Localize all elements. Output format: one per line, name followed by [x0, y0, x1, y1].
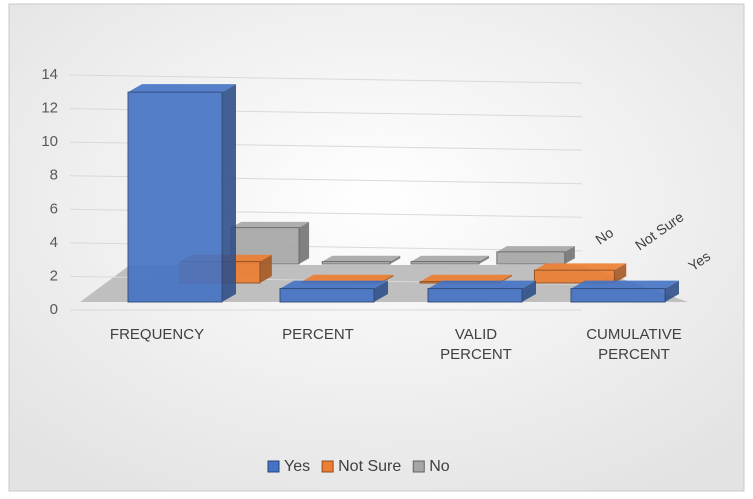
bar-side: [390, 255, 401, 264]
legend-swatch: [321, 460, 334, 473]
legend-label: No: [429, 458, 450, 475]
bar-side: [665, 280, 679, 302]
bar-side: [259, 254, 272, 283]
bar: [127, 91, 223, 303]
y-tick-label: 4: [50, 234, 58, 251]
bar-top: [428, 280, 536, 289]
bar: [533, 269, 615, 284]
bar-top: [571, 280, 679, 289]
bar-top: [280, 280, 388, 289]
y-tick-label: 10: [41, 133, 58, 150]
bar-top: [301, 274, 394, 282]
y-tick-label: 12: [41, 100, 58, 117]
bar-side: [564, 246, 575, 264]
x-tick-label: PERCENT: [282, 326, 354, 343]
bar: [427, 288, 523, 303]
bar: [496, 251, 566, 265]
bar-side: [614, 263, 627, 283]
y-tick-label: 0: [50, 301, 58, 318]
bar-top: [420, 274, 512, 282]
y-tick-label: 6: [50, 200, 58, 217]
bar: [410, 261, 480, 265]
x-tick-label: FREQUENCY: [109, 326, 205, 343]
bar: [321, 261, 391, 265]
bar-top: [322, 255, 401, 262]
bar-top: [128, 84, 236, 93]
bar-top: [231, 221, 310, 228]
bar-side: [522, 280, 536, 302]
bar-top: [411, 255, 490, 262]
legend-label: Yes: [284, 458, 310, 475]
legend-label: Not Sure: [338, 458, 401, 475]
bar-side: [478, 255, 490, 264]
bar-side: [222, 84, 236, 302]
y-tick-label: 8: [50, 167, 58, 184]
grid-line: [69, 74, 583, 84]
x-tick-label: CUMULATIVE PERCENT: [586, 326, 682, 363]
bar: [279, 288, 375, 303]
bar-side: [298, 221, 310, 264]
y-tick-label: 14: [41, 66, 58, 83]
y-tick-label: 2: [50, 267, 58, 284]
bar: [570, 288, 666, 303]
bar-top: [534, 263, 627, 271]
x-tick-label: VALID PERCENT: [440, 326, 512, 363]
bar-top: [496, 246, 575, 252]
legend-swatch: [267, 460, 280, 473]
legend-swatch: [412, 460, 425, 473]
bar-side: [374, 280, 388, 302]
